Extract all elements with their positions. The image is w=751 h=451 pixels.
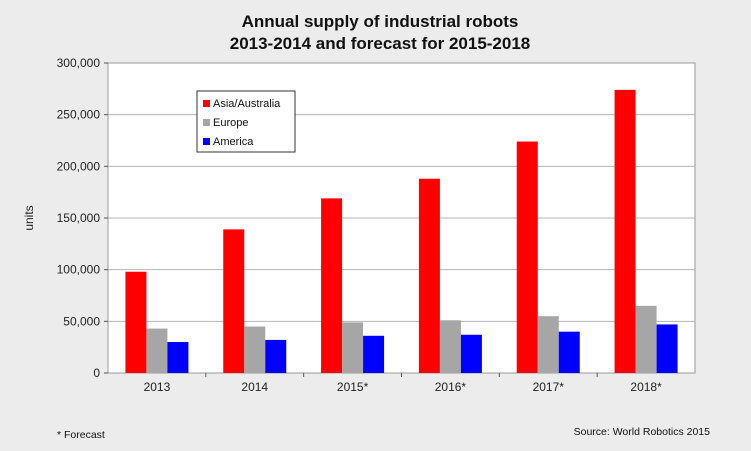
bar-asia-australia-2018 [614,89,636,373]
x-tick-label: 2013 [144,380,171,394]
bar-asia-australia-2014 [223,229,245,373]
x-tick-label: 2018* [630,380,662,394]
y-tick-label: 50,000 [63,314,100,328]
bar-europe-2017 [537,316,559,373]
footnote: * Forecast [57,429,105,441]
bar-america-2017 [558,331,580,373]
bar-europe-2013 [146,328,168,373]
bar-europe-2018 [635,305,657,373]
legend-label-europe: Europe [213,117,248,129]
source-note: Source: World Robotics 2015 [574,426,711,438]
y-tick-label: 250,000 [57,108,101,122]
x-axis-ticks: 2013 2014 2015* 2016* 2017* 2018* [144,373,662,394]
bar-america-2018 [656,324,678,373]
x-tick-label: 2017* [533,380,565,394]
bar-asia-australia-2015 [321,198,343,373]
bar-asia-australia-2016 [418,178,440,373]
y-axis-ticks: 0 50,000 100,000 150,000 200,000 250,000 300,0… [57,56,108,380]
bar-europe-2015 [342,322,364,373]
bars [125,89,678,373]
y-tick-label: 200,000 [57,159,101,173]
legend: Asia/Australia Europe America [196,90,296,153]
bar-america-2013 [167,342,189,373]
bar-europe-2014 [244,326,266,373]
legend-swatch-asia-australia [203,100,210,107]
bar-america-2014 [265,339,287,373]
bar-asia-australia-2017 [516,141,538,373]
y-tick-label: 150,000 [57,211,101,225]
y-tick-label: 0 [93,366,100,380]
bar-america-2015 [363,335,385,373]
legend-swatch-europe [203,119,210,126]
bar-europe-2016 [439,320,461,373]
y-tick-label: 300,000 [57,56,101,70]
x-tick-label: 2014 [241,380,268,394]
chart-title-line-2: 2013-2014 and forecast for 2015-2018 [230,34,531,53]
x-tick-label: 2015* [337,380,369,394]
legend-label-asia-australia: Asia/Australia [213,98,281,110]
bar-america-2016 [460,334,482,373]
legend-box [196,90,296,153]
y-axis-label: units [22,205,36,230]
bar-asia-australia-2013 [125,271,147,373]
chart-title-line-1: Annual supply of industrial robots [242,12,519,31]
x-tick-label: 2016* [435,380,467,394]
y-tick-label: 100,000 [57,263,101,277]
legend-swatch-america [203,138,210,145]
legend-label-america: America [213,136,254,148]
